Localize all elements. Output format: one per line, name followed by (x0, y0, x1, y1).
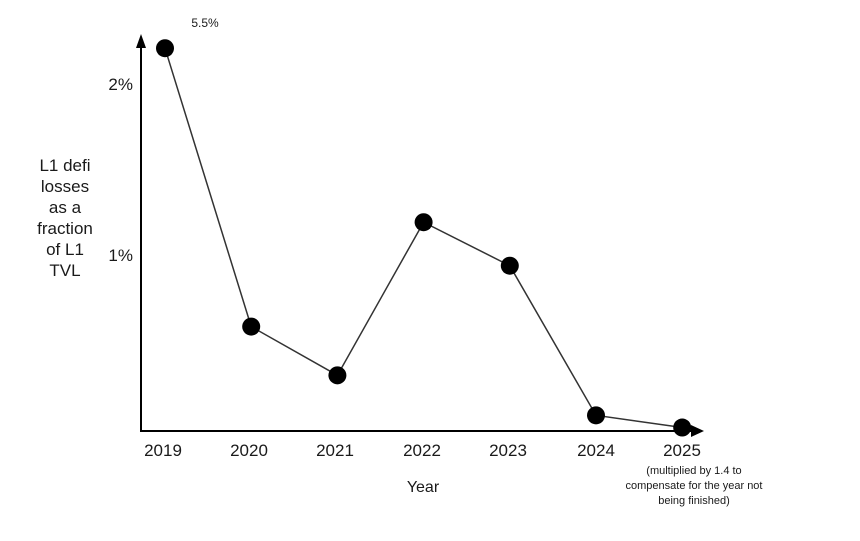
data-point-2024 (587, 406, 605, 425)
x-axis-arrowhead (691, 425, 704, 437)
y-axis-arrowhead (136, 34, 146, 48)
data-point-2019 (156, 39, 174, 58)
footnote-annotation: (multiplied by 1.4 to compensate for the… (625, 465, 763, 507)
x-axis-title: Year (406, 479, 440, 496)
data-point-2022 (414, 213, 433, 232)
data-point-2023 (500, 256, 519, 275)
x-tick-label-2024: 2024 (577, 441, 615, 460)
peak-value-annotation: 5.5% (191, 16, 219, 30)
trend-line (164, 47, 683, 429)
data-point-2025 (673, 418, 692, 437)
data-point-2020 (242, 317, 261, 336)
x-tick-label-2021: 2021 (316, 441, 354, 460)
x-tick-label-2025: 2025 (663, 441, 701, 460)
x-tick-label-2020: 2020 (230, 441, 268, 460)
x-tick-label-2023: 2023 (489, 441, 527, 460)
x-tick-label-2022: 2022 (403, 441, 441, 460)
y-tick-label-1pct: 1% (108, 246, 133, 265)
y-axis-title: L1 defi losses as a fraction of L1 TVL (37, 156, 93, 280)
y-tick-label-2pct: 2% (108, 75, 133, 94)
x-tick-label-2019: 2019 (144, 441, 182, 460)
data-point-2021 (328, 366, 347, 385)
